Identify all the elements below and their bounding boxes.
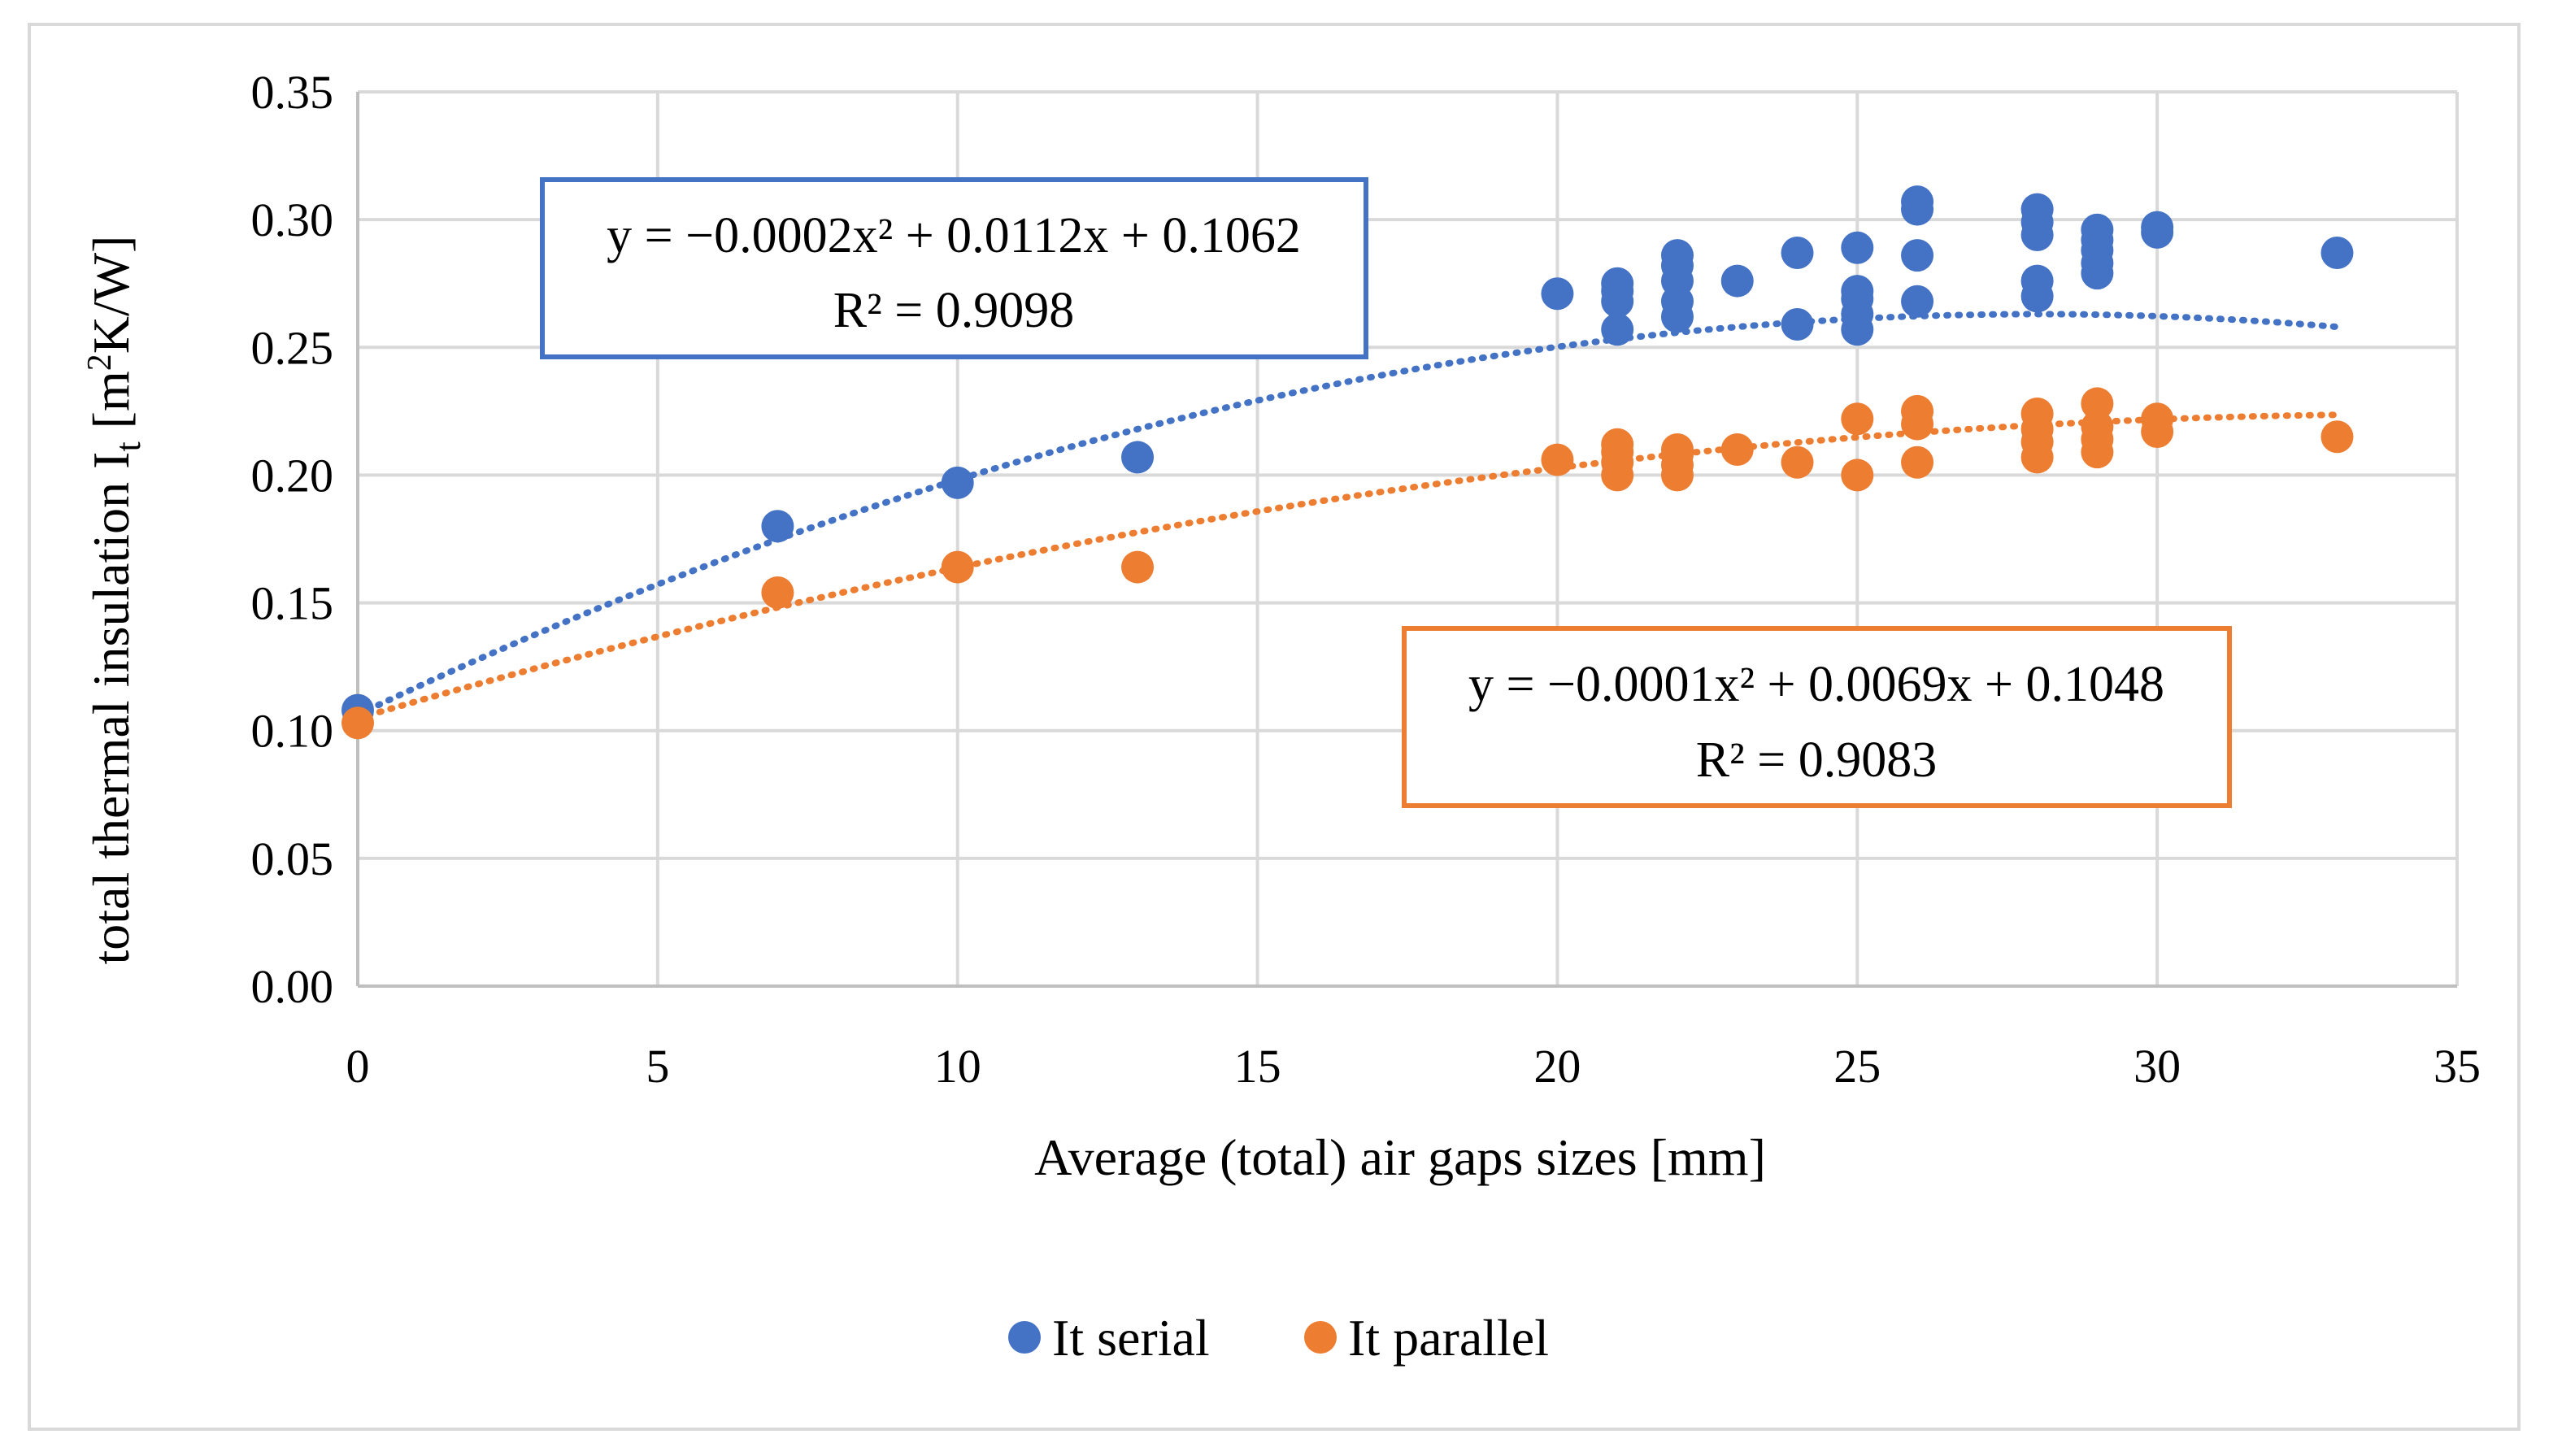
parallel-data-point [341, 706, 374, 740]
serial-trendline-label: y = −0.0002x² + 0.0112x + 0.1062 R² = 0.… [540, 177, 1368, 359]
serial-equation-box [540, 177, 1368, 359]
parallel-data-point [1841, 459, 1874, 492]
y-tick-label: 0.00 [251, 960, 334, 1013]
parallel-data-point [2321, 420, 2354, 454]
parallel-data-point [1901, 445, 1934, 479]
serial-data-point [1601, 313, 1634, 346]
serial-data-point [761, 510, 794, 543]
x-tick-label: 0 [346, 1040, 370, 1093]
parallel-data-point [761, 576, 794, 609]
legend-label-serial: It serial [1052, 1309, 1210, 1367]
parallel-trendline-label: y = −0.0001x² + 0.0069x + 0.1048 R² = 0.… [1402, 626, 2232, 808]
x-axis-title: Average (total) air gaps sizes [mm] [1034, 1128, 1766, 1186]
x-tick-label: 15 [1234, 1040, 1281, 1093]
parallel-data-point [1841, 402, 1874, 436]
x-tick-label: 10 [934, 1040, 981, 1093]
parallel-data-point [1720, 433, 1754, 466]
y-tick-label: 0.10 [251, 705, 334, 758]
serial-data-point [2081, 213, 2114, 246]
x-tick-label: 20 [1533, 1040, 1581, 1093]
y-tick-label: 0.35 [251, 66, 334, 119]
parallel-r-squared: R² = 0.9083 [1696, 732, 1937, 788]
serial-data-point [1781, 308, 1814, 341]
serial-data-point [2020, 193, 2054, 226]
parallel-data-point [1121, 550, 1155, 584]
parallel-data-point [2081, 387, 2114, 420]
parallel-data-point [2020, 398, 2054, 430]
parallel-data-point [1541, 443, 1574, 476]
parallel-data-point [2081, 410, 2114, 443]
trendline-parallel [354, 411, 2341, 722]
serial-data-point [1601, 267, 1634, 300]
y-tick-label: 0.20 [251, 449, 334, 502]
legend-marker-serial [1008, 1321, 1041, 1354]
y-tick-label: 0.15 [251, 577, 334, 630]
serial-data-point [2141, 211, 2174, 244]
serial-data-point [1901, 185, 1934, 219]
serial-data-point [1901, 239, 1934, 272]
trendline-serial [354, 311, 2341, 719]
serial-data-point [1781, 237, 1814, 269]
parallel-equation: y = −0.0001x² + 0.0069x + 0.1048 [1468, 657, 2164, 712]
axis-layer: 0 5 10 15 20 25 30 35 0.00 0.05 0.10 0.15 0.20 0.25 0.… [251, 66, 2481, 1093]
parallel-data-point [2141, 402, 2174, 436]
serial-data-point [1841, 231, 1874, 264]
serial-data-point [1901, 285, 1934, 318]
serial-data-point [2020, 264, 2054, 298]
serial-data-point [1720, 264, 1754, 298]
serial-data-point [1541, 277, 1574, 311]
serial-data-point [2321, 237, 2354, 269]
x-tick-label: 25 [1833, 1040, 1881, 1093]
serial-data-point [1660, 239, 1694, 272]
serial-equation: y = −0.0002x² + 0.0112x + 0.1062 [607, 208, 1301, 263]
x-tick-label: 30 [2134, 1040, 2181, 1093]
point-layer [341, 185, 2354, 740]
parallel-data-point [1901, 394, 1934, 428]
y-tick-label: 0.05 [251, 832, 334, 885]
serial-data-point [1841, 275, 1874, 308]
trendline-layer [354, 311, 2341, 722]
parallel-data-point [1781, 445, 1814, 479]
x-tick-label: 5 [646, 1040, 669, 1093]
serial-data-point [941, 466, 974, 499]
legend-label-parallel: It parallel [1348, 1309, 1549, 1367]
parallel-data-point [941, 550, 974, 584]
legend: It serial It parallel [1008, 1309, 1549, 1367]
x-tick-label: 35 [2434, 1040, 2481, 1093]
parallel-data-point [1660, 433, 1694, 466]
y-tick-label: 0.25 [251, 321, 334, 374]
legend-marker-parallel [1304, 1321, 1337, 1354]
parallel-equation-box [1402, 626, 2232, 808]
parallel-data-point [1601, 428, 1634, 461]
y-tick-label: 0.30 [251, 193, 334, 246]
serial-r-squared: R² = 0.9098 [833, 283, 1074, 338]
y-axis-title: total thermal insulation It [m2K/W] [81, 235, 148, 964]
serial-data-point [1121, 441, 1155, 474]
